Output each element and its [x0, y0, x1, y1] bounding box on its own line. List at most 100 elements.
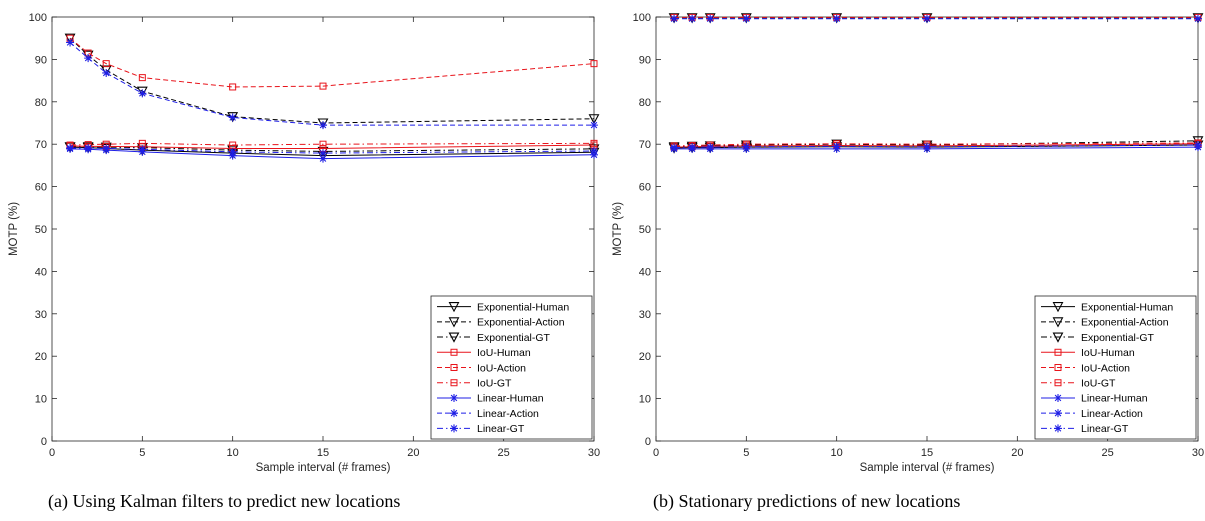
legend-label: Linear-GT: [1081, 423, 1129, 435]
data-point: [590, 146, 598, 155]
legend-label: Exponential-GT: [477, 332, 551, 344]
data-point: [923, 142, 931, 151]
legend-marker: [450, 409, 458, 418]
data-point: [706, 14, 715, 23]
legend-label: Exponential-Human: [1081, 301, 1173, 313]
x-tick-label: 5: [743, 447, 749, 459]
x-tick-label: 15: [317, 447, 329, 459]
y-tick-label: 40: [35, 266, 47, 278]
legend-label: Linear-GT: [477, 423, 525, 435]
x-tick-label: 20: [407, 447, 419, 459]
data-point: [84, 54, 93, 63]
data-point: [832, 142, 841, 151]
data-point: [319, 82, 327, 90]
x-tick-label: 20: [1011, 447, 1023, 459]
legend-label: Exponential-Action: [1081, 317, 1169, 329]
series-line: [69, 37, 595, 88]
data-point: [921, 13, 933, 24]
legend-marker: [450, 393, 458, 402]
data-point: [319, 140, 327, 148]
legend-label: Exponential-Action: [477, 317, 565, 329]
y-tick-label: 20: [639, 351, 651, 363]
y-tick-label: 100: [29, 12, 47, 24]
legend-marker: [1052, 317, 1064, 328]
legend-label: Linear-Human: [477, 393, 544, 405]
legend-label: IoU-GT: [477, 378, 512, 390]
y-tick-label: 80: [639, 97, 651, 109]
legend-marker: [450, 348, 458, 356]
x-tick-label: 5: [139, 447, 145, 459]
data-point: [138, 145, 147, 154]
data-point: [923, 14, 931, 23]
data-point: [228, 113, 237, 122]
chart-panel-1: 0 10 20 30 40 50 60 70 80 90 100 0 5 10 15 20 25 30 Sample…: [612, 12, 1204, 474]
data-point: [319, 121, 327, 130]
y-tick-label: 50: [639, 224, 651, 236]
data-point: [102, 68, 111, 77]
legend-marker: [1054, 379, 1062, 387]
legend-marker: [1054, 393, 1062, 402]
y-tick-label: 60: [639, 182, 651, 194]
y-tick-label: 100: [633, 12, 651, 24]
data-point: [1192, 13, 1204, 24]
data-point: [668, 13, 680, 24]
y-tick-label: 0: [41, 436, 47, 448]
legend-marker: [1054, 424, 1062, 433]
y-tick-label: 40: [639, 266, 651, 278]
y-tick-label: 10: [639, 394, 651, 406]
data-point: [227, 145, 239, 156]
legend-label: Exponential-Human: [477, 301, 569, 313]
data-point: [590, 139, 598, 147]
data-point: [138, 89, 147, 98]
y-tick-label: 70: [35, 139, 47, 151]
data-point: [64, 33, 76, 44]
y-tick-label: 60: [35, 182, 47, 194]
y-tick-label: 70: [639, 139, 651, 151]
x-axis-label: Sample interval (# frames): [256, 462, 391, 474]
chart-panel-0: 0 10 20 30 40 50 60 70 80 90 100 0 5 10 15 20 25 30 Sample…: [8, 12, 600, 474]
data-point: [319, 154, 327, 163]
data-point: [102, 144, 111, 153]
y-tick-label: 20: [35, 351, 47, 363]
legend-label: IoU-GT: [1081, 378, 1116, 390]
data-point: [742, 14, 751, 23]
x-tick-label: 30: [588, 447, 600, 459]
caption-a: (a) Using Kalman filters to predict new …: [48, 491, 401, 511]
data-point: [670, 143, 679, 152]
data-point: [686, 13, 698, 24]
y-tick-label: 50: [35, 224, 47, 236]
data-point: [831, 13, 843, 24]
legend-label: Exponential-GT: [1081, 332, 1155, 344]
data-point: [84, 144, 93, 153]
legend: Exponential-Human Exponential-Action Expon…: [430, 295, 593, 440]
legend-marker: [450, 424, 458, 433]
x-tick-label: 25: [1102, 447, 1114, 459]
y-axis-label: MOTP (%): [612, 202, 624, 256]
series-linear-action: [66, 38, 598, 130]
series-linear-action: [670, 14, 1202, 23]
legend-marker: [450, 364, 458, 371]
y-tick-label: 10: [35, 394, 47, 406]
data-point: [102, 60, 110, 68]
legend-label: Linear-Action: [1081, 408, 1143, 420]
data-point: [228, 147, 237, 156]
data-point: [590, 121, 598, 130]
x-tick-label: 0: [653, 447, 659, 459]
caption-b: (b) Stationary predictions of new locati…: [653, 491, 961, 511]
data-point: [742, 142, 751, 151]
data-point: [590, 60, 598, 68]
legend-marker: [448, 332, 460, 343]
data-point: [66, 144, 75, 153]
legend-marker: [1052, 332, 1064, 343]
legend: Exponential-Human Exponential-Action Expon…: [1034, 295, 1197, 440]
legend-marker: [448, 302, 460, 313]
data-point: [704, 13, 716, 24]
legend-marker: [1054, 364, 1062, 371]
x-tick-label: 30: [1192, 447, 1204, 459]
data-point: [706, 143, 715, 152]
y-tick-label: 80: [35, 97, 47, 109]
legend-marker: [450, 379, 458, 387]
data-point: [138, 74, 146, 82]
data-point: [588, 114, 600, 125]
